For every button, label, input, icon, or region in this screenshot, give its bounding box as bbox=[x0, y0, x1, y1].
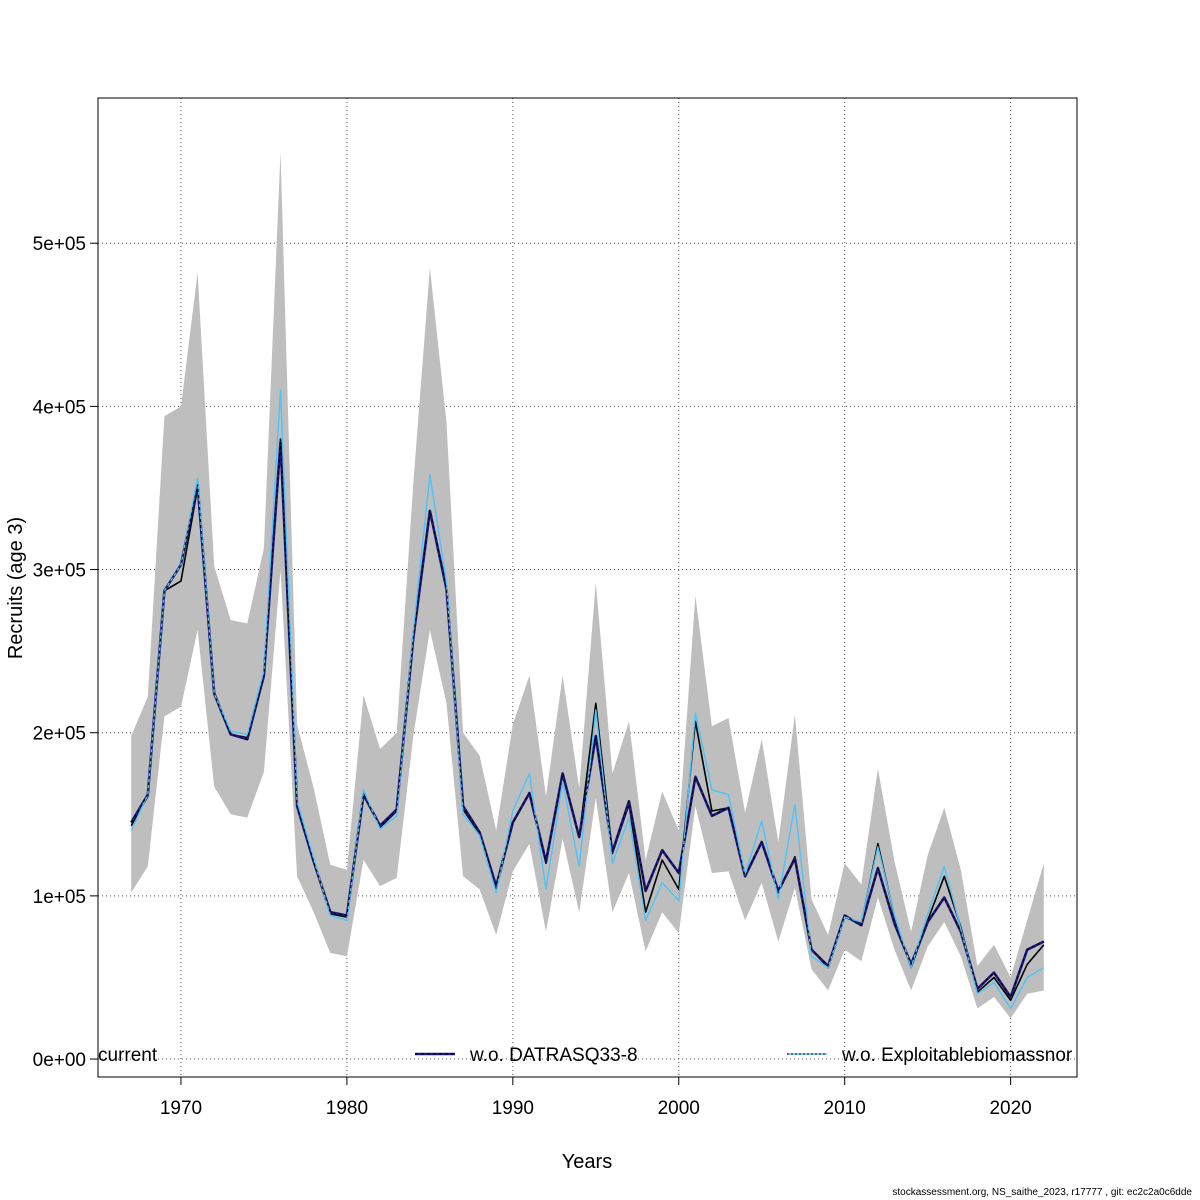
y-axis-title: Recruits (age 3) bbox=[5, 517, 27, 659]
legend-label-exploitable: w.o. Exploitablebiomassnor bbox=[841, 1045, 1073, 1066]
x-tick-label: 1970 bbox=[160, 1098, 202, 1119]
y-tick-label: 2e+05 bbox=[33, 724, 86, 745]
footer-source-note: stockassessment.org, NS_saithe_2023, r17… bbox=[892, 1187, 1192, 1198]
y-tick-label: 4e+05 bbox=[33, 397, 86, 418]
legend-label-datras: w.o. DATRASQ33-8 bbox=[469, 1045, 638, 1066]
x-axis: 1970 1980 1990 2000 2010 2020 bbox=[160, 1077, 1032, 1119]
plot-frame bbox=[97, 97, 1078, 1078]
x-tick-label: 2000 bbox=[658, 1098, 700, 1119]
y-tick-label: 1e+05 bbox=[33, 887, 86, 908]
series-line-1-dash bbox=[130, 442, 1045, 999]
x-tick-label: 2020 bbox=[989, 1098, 1031, 1119]
x-tick-label: 1990 bbox=[492, 1098, 534, 1119]
legend-label-current: current bbox=[98, 1045, 158, 1066]
confidence-band bbox=[131, 151, 1044, 1019]
y-axis: 0e+00 1e+05 2e+05 3e+05 4e+05 5e+05 bbox=[33, 234, 98, 1071]
legend: current w.o. DATRASQ33-8 w.o. Exploitableb… bbox=[98, 1045, 1073, 1066]
y-tick-label: 5e+05 bbox=[33, 234, 86, 255]
y-tick-label: 3e+05 bbox=[33, 561, 86, 582]
x-tick-label: 1980 bbox=[326, 1098, 368, 1119]
y-tick-label: 0e+00 bbox=[33, 1050, 86, 1071]
x-tick-label: 2010 bbox=[824, 1098, 866, 1119]
series-lines bbox=[130, 389, 1045, 1010]
x-axis-title: Years bbox=[562, 1151, 612, 1173]
